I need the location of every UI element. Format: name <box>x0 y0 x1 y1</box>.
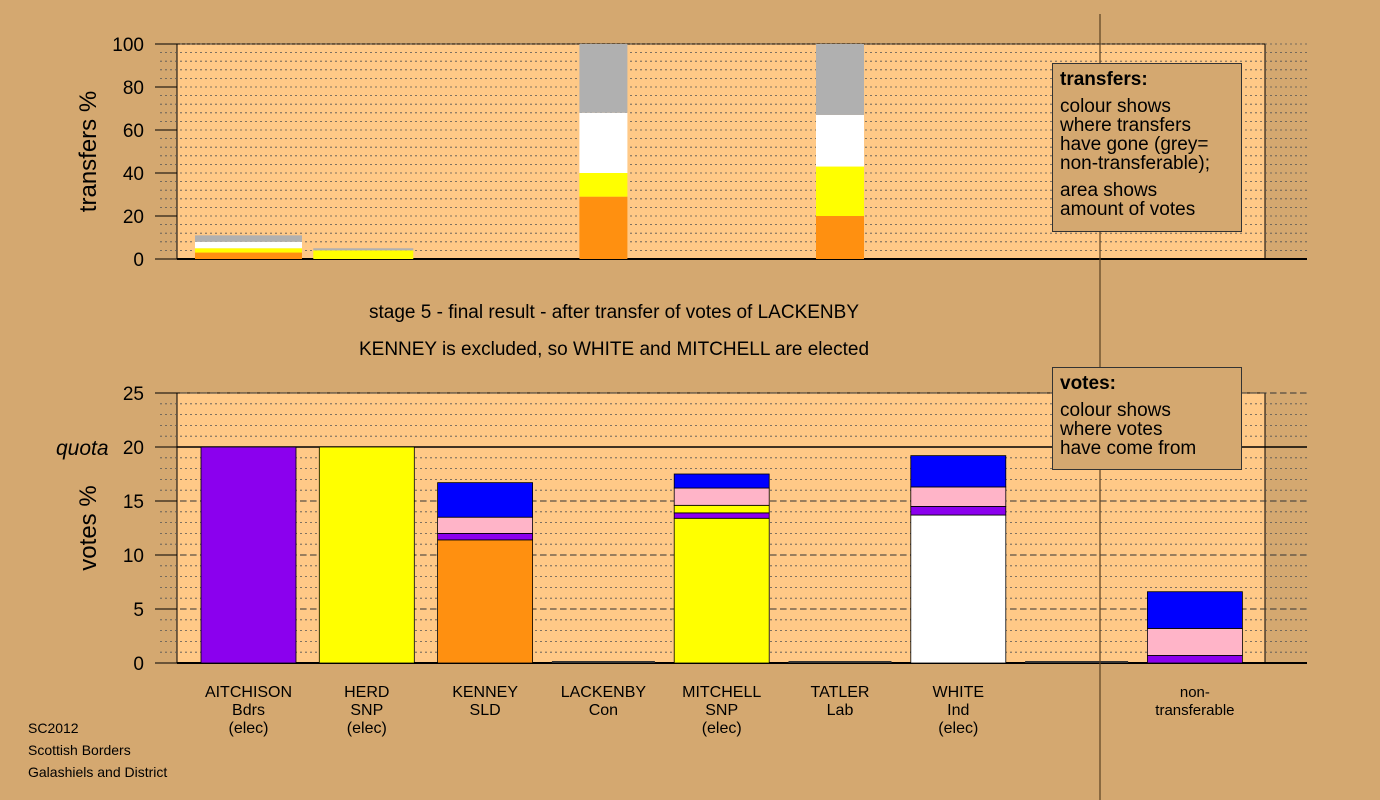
transfer-bar-segment <box>579 112 628 173</box>
vote-bar-segment <box>910 505 1007 516</box>
vote-bar-segment <box>1147 591 1243 629</box>
transfer-bar-segment <box>816 114 864 167</box>
transfer-bar-segment <box>816 216 864 259</box>
votes-legend-line: where votes <box>1060 419 1163 440</box>
transfer-bar-segment <box>816 166 864 216</box>
candidate-name-label: WHITE <box>933 684 985 701</box>
vote-bar-segment <box>673 487 770 506</box>
candidate-party-label: transferable <box>1155 702 1234 719</box>
vote-bar-segment <box>673 512 770 519</box>
votes-legend-line: have come from <box>1060 438 1197 459</box>
transfers-tick-label: 40 <box>123 164 144 185</box>
candidate-party-label: SNP <box>350 702 383 719</box>
candidate-party-label: SLD <box>470 702 501 719</box>
votes-legend-box: votes: colour shows where votes have com… <box>1052 367 1242 470</box>
transfers-legend-line: area shows <box>1060 180 1158 201</box>
transfer-bar-segment <box>195 252 302 259</box>
footer-ward: Galashiels and District <box>28 764 168 780</box>
votes-axis-label: votes % <box>75 485 102 570</box>
vote-bar-segment <box>1147 628 1243 656</box>
vote-bar-segment <box>200 446 297 664</box>
votes-tick-label: 5 <box>133 600 144 621</box>
candidate-name-label: LACKENBY <box>561 684 647 701</box>
transfers-legend-line: where transfers <box>1060 115 1191 136</box>
vote-bar-segment <box>437 539 534 664</box>
transfers-legend-heading: transfers: <box>1060 69 1148 90</box>
transfers-legend-line: amount of votes <box>1060 199 1196 220</box>
transfers-legend-box: transfers: colour shows where transfers … <box>1052 63 1242 232</box>
candidate-party-label: Con <box>589 702 618 719</box>
transfers-tick-label: 20 <box>123 207 144 228</box>
transfers-legend-line: colour shows <box>1060 96 1171 117</box>
vote-bar-segment <box>910 514 1007 664</box>
transfers-legend-line: non-transferable); <box>1060 153 1210 174</box>
stage-title: stage 5 - final result - after transfer … <box>369 302 859 323</box>
transfer-bar-segment <box>195 235 302 242</box>
candidate-name-label: HERD <box>344 684 389 701</box>
footer-council: Scottish Borders <box>28 742 131 758</box>
votes-legend-line: colour shows <box>1060 400 1171 421</box>
votes-legend-heading: votes: <box>1060 373 1116 394</box>
candidate-status-label: (elec) <box>938 720 978 737</box>
footer-code: SC2012 <box>28 720 79 736</box>
candidate-name-label: KENNEY <box>452 684 518 701</box>
vote-bar-segment <box>437 533 534 541</box>
candidate-name-label: non- <box>1180 684 1210 701</box>
transfer-bar-segment <box>195 248 302 253</box>
candidate-party-label: Lab <box>827 702 854 719</box>
stage-subtitle: KENNEY is excluded, so WHITE and MITCHEL… <box>359 339 869 360</box>
transfers-tick-label: 80 <box>123 78 144 99</box>
candidate-status-label: (elec) <box>347 720 387 737</box>
vote-bar-segment <box>318 446 415 664</box>
quota-label: quota <box>56 437 109 460</box>
vote-bar-segment <box>673 504 770 514</box>
candidate-party-label: Ind <box>947 702 969 719</box>
votes-tick-label: 10 <box>123 546 144 567</box>
votes-tick-label: 20 <box>123 438 144 459</box>
transfers-tick-label: 0 <box>133 250 144 271</box>
vote-bar-segment <box>437 516 534 534</box>
transfer-bar-segment <box>313 248 414 251</box>
candidate-name-label: AITCHISON <box>205 684 292 701</box>
transfers-tick-label: 100 <box>112 35 144 56</box>
transfers-tick-label: 60 <box>123 121 144 142</box>
votes-tick-label: 25 <box>123 384 144 405</box>
vote-bar-segment <box>673 473 770 489</box>
vote-bar-segment <box>437 482 534 518</box>
candidate-status-label: (elec) <box>702 720 742 737</box>
transfer-bar-segment <box>579 173 628 197</box>
votes-tick-label: 0 <box>133 654 144 675</box>
candidate-name-label: TATLER <box>811 684 870 701</box>
candidate-status-label: (elec) <box>228 720 268 737</box>
candidate-party-label: SNP <box>705 702 738 719</box>
candidate-party-label: Bdrs <box>232 702 265 719</box>
vote-bar-segment <box>673 517 770 664</box>
transfer-bar-segment <box>579 44 628 113</box>
candidate-name-label: MITCHELL <box>682 684 761 701</box>
vote-bar-segment <box>910 455 1007 488</box>
transfer-bar-segment <box>195 241 302 249</box>
transfers-legend-line: have gone (grey= <box>1060 134 1209 155</box>
transfer-bar-segment <box>579 196 628 259</box>
votes-tick-label: 15 <box>123 492 144 513</box>
transfers-axis-label: transfers % <box>75 91 102 212</box>
vote-bar-segment <box>910 486 1007 507</box>
vote-bar-segment <box>1147 655 1243 664</box>
transfer-bar-segment <box>816 44 864 115</box>
transfer-bar-segment <box>313 250 414 259</box>
